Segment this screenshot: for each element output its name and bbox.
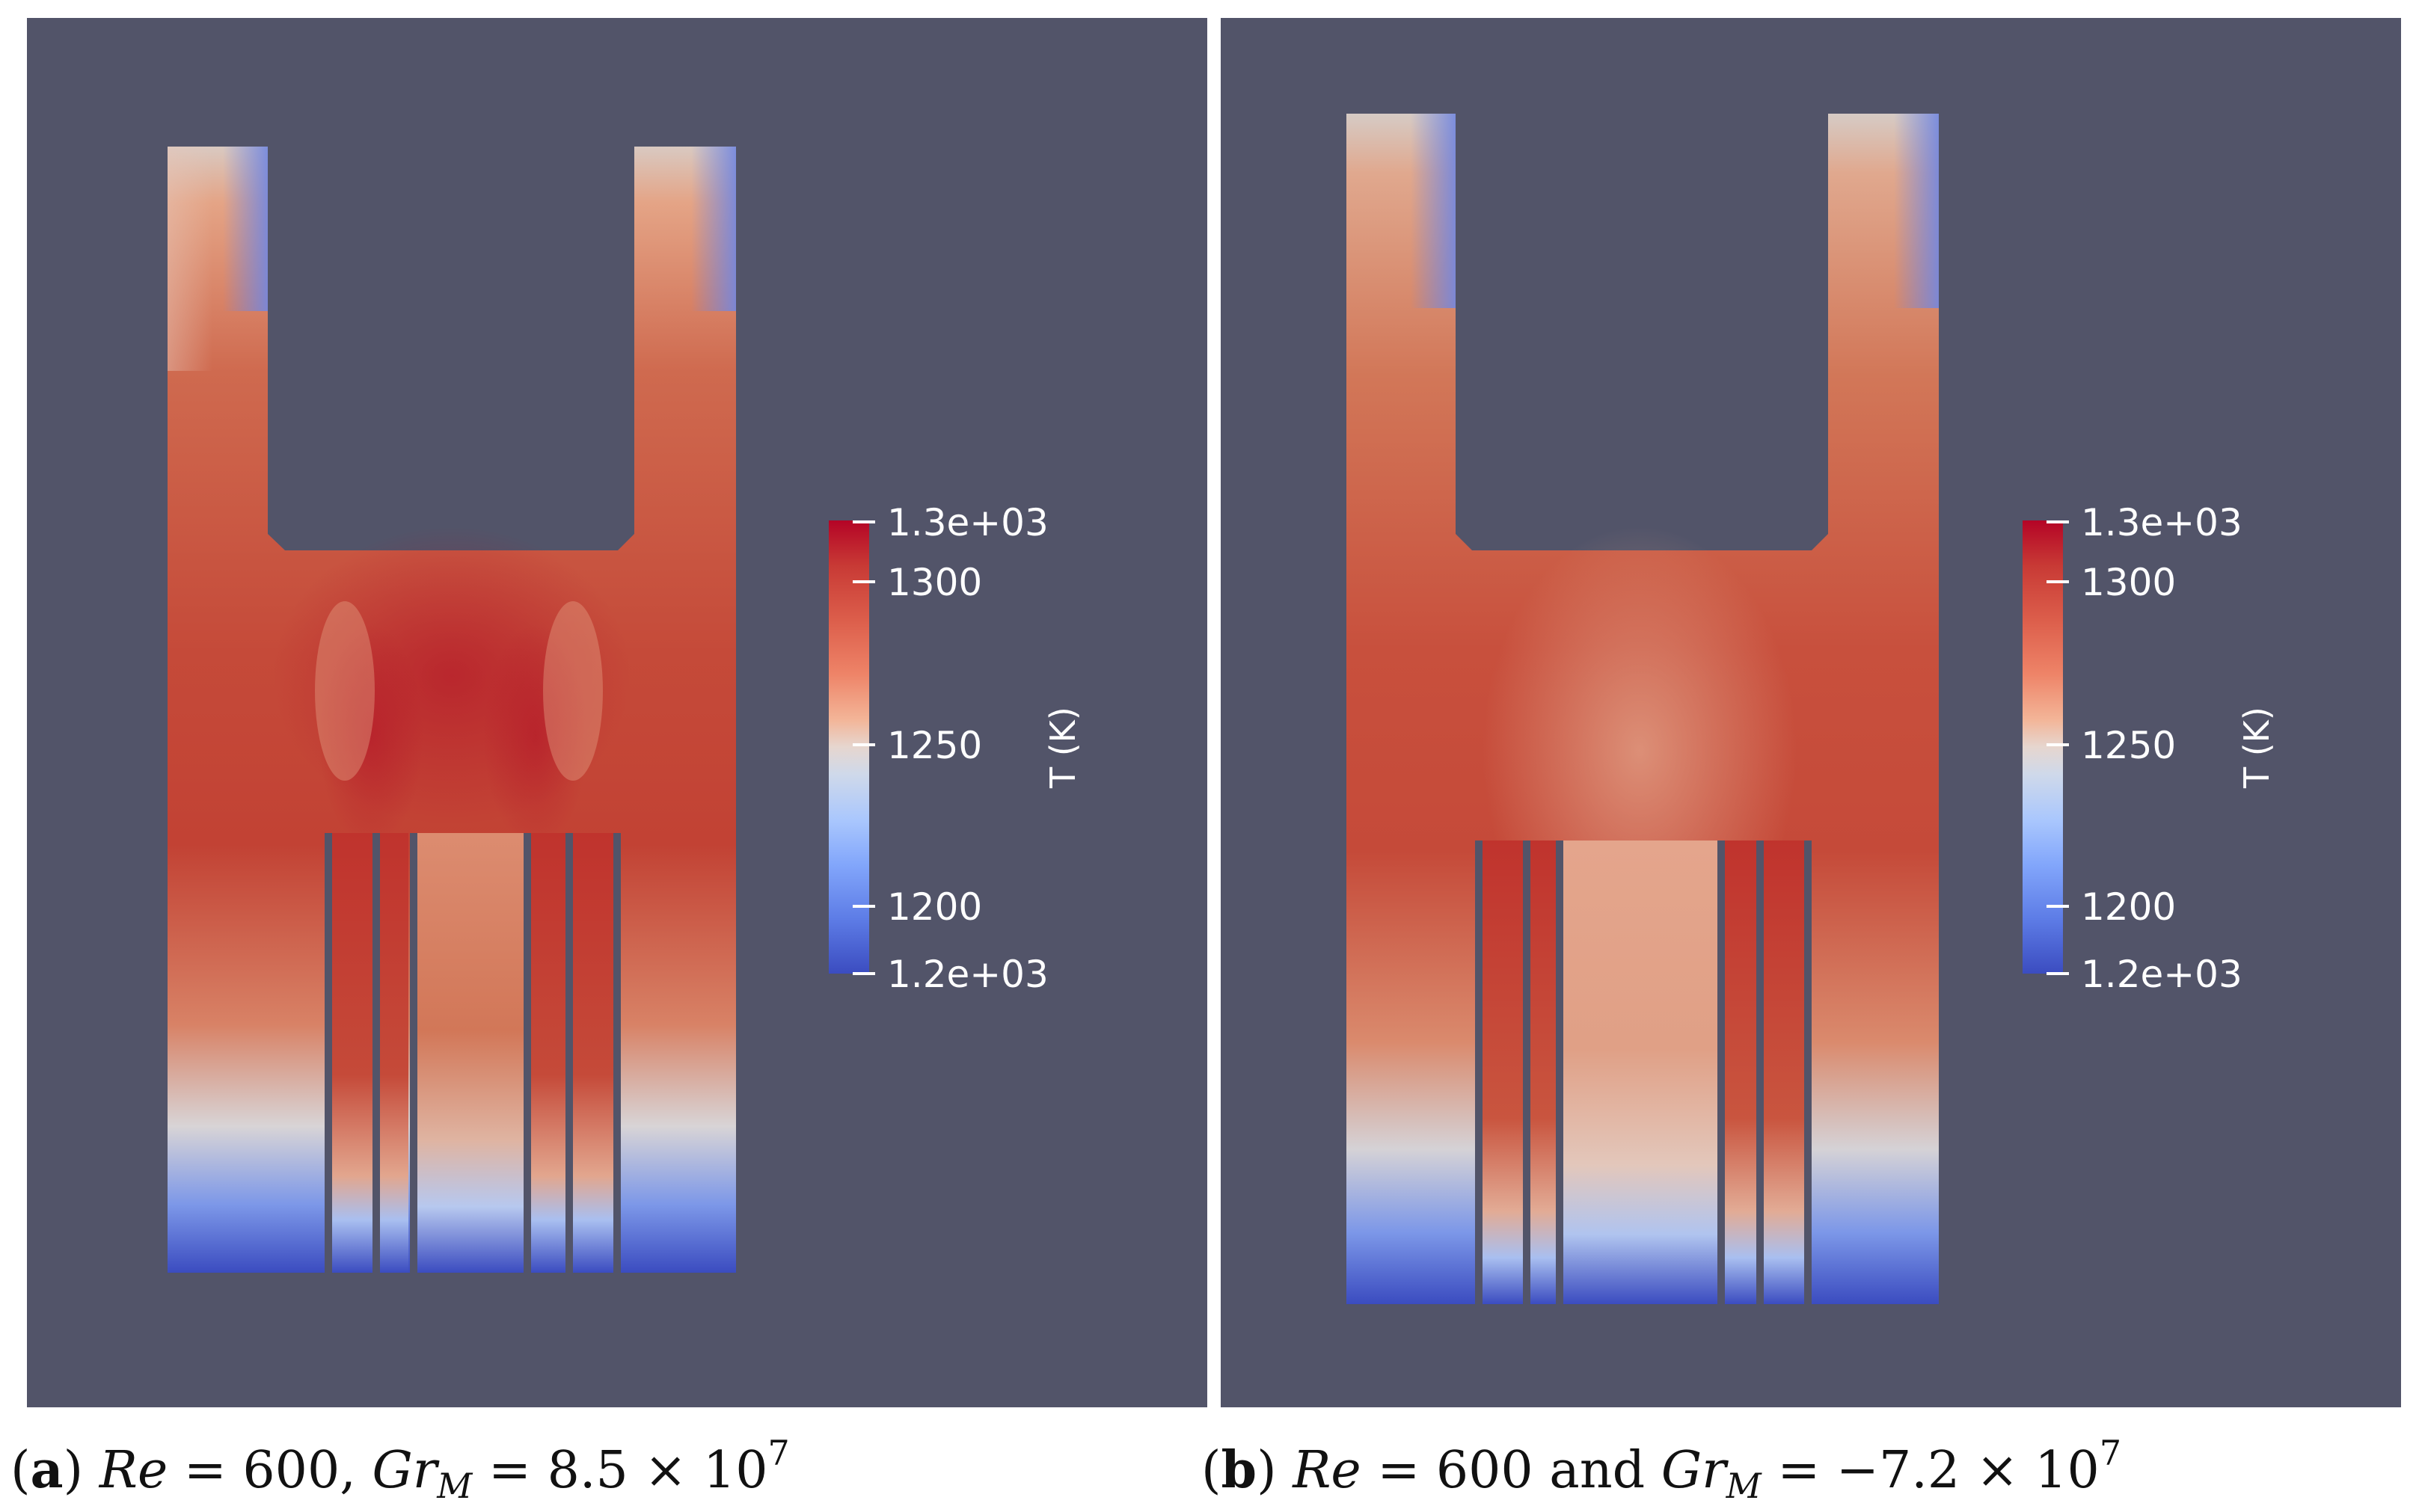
- caption-a: (a) Re = 600, GrM = 8.5 × 107: [10, 1433, 790, 1506]
- caption-b: (b) Re = 600 and GrM = −7.2 × 107: [1201, 1433, 2122, 1506]
- colorbar-max-label: 1.3e+03: [887, 501, 1049, 544]
- colorbar-tick-max: [853, 520, 875, 523]
- caption-tag: a: [30, 1440, 64, 1500]
- gr-exponent: 7: [2099, 1433, 2122, 1473]
- simulation-panel-b: 1.3e+03 1300 1250 1200 1.2e+03 T (K): [1221, 18, 2401, 1407]
- re-symbol: Re: [1293, 1441, 1361, 1500]
- re-value: = 600 and: [1377, 1441, 1646, 1500]
- gr-subscript: M: [437, 1466, 473, 1506]
- colorbar-a: [829, 520, 869, 974]
- colorbar-b: [2023, 520, 2063, 974]
- colorbar-title: T (K): [2236, 707, 2277, 788]
- colorbar-tick-1250: [2047, 743, 2069, 746]
- gr-symbol: Gr: [372, 1441, 438, 1500]
- gr-symbol: Gr: [1661, 1441, 1726, 1500]
- colorbar-tick-label: 1250: [2081, 724, 2177, 767]
- colorbar-tick-1200: [853, 905, 875, 908]
- colorbar-tick-label: 1250: [887, 724, 983, 767]
- colorbar-tick-max: [2047, 520, 2069, 523]
- temperature-field-a: [168, 147, 736, 1273]
- re-value: = 600,: [183, 1441, 356, 1500]
- colorbar-title: T (K): [1043, 707, 1083, 788]
- colorbar-tick-label: 1300: [2081, 561, 2177, 604]
- re-symbol: Re: [99, 1441, 168, 1500]
- colorbar-tick-min: [853, 972, 875, 975]
- colorbar-tick-1300: [2047, 580, 2069, 583]
- colorbar-tick-label: 1200: [887, 885, 983, 929]
- gr-exponent: 7: [767, 1433, 790, 1473]
- colorbar-min-label: 1.2e+03: [2081, 953, 2242, 996]
- colorbar-tick-1300: [853, 580, 875, 583]
- colorbar-tick-1250: [853, 743, 875, 746]
- colorbar-tick-label: 1300: [887, 561, 983, 604]
- gr-value: = −7.2 × 10: [1777, 1441, 2100, 1500]
- gr-subscript: M: [1726, 1466, 1762, 1506]
- colorbar-min-label: 1.2e+03: [887, 953, 1049, 996]
- temperature-field-b: [1346, 114, 1939, 1304]
- colorbar-tick-min: [2047, 972, 2069, 975]
- colorbar-max-label: 1.3e+03: [2081, 501, 2242, 544]
- gr-value: = 8.5 × 10: [488, 1441, 768, 1500]
- simulation-panel-a: 1.3e+03 1300 1250 1200 1.2e+03 T (K): [27, 18, 1207, 1407]
- caption-tag: b: [1221, 1440, 1257, 1500]
- colorbar-tick-label: 1200: [2081, 885, 2177, 929]
- colorbar-tick-1200: [2047, 905, 2069, 908]
